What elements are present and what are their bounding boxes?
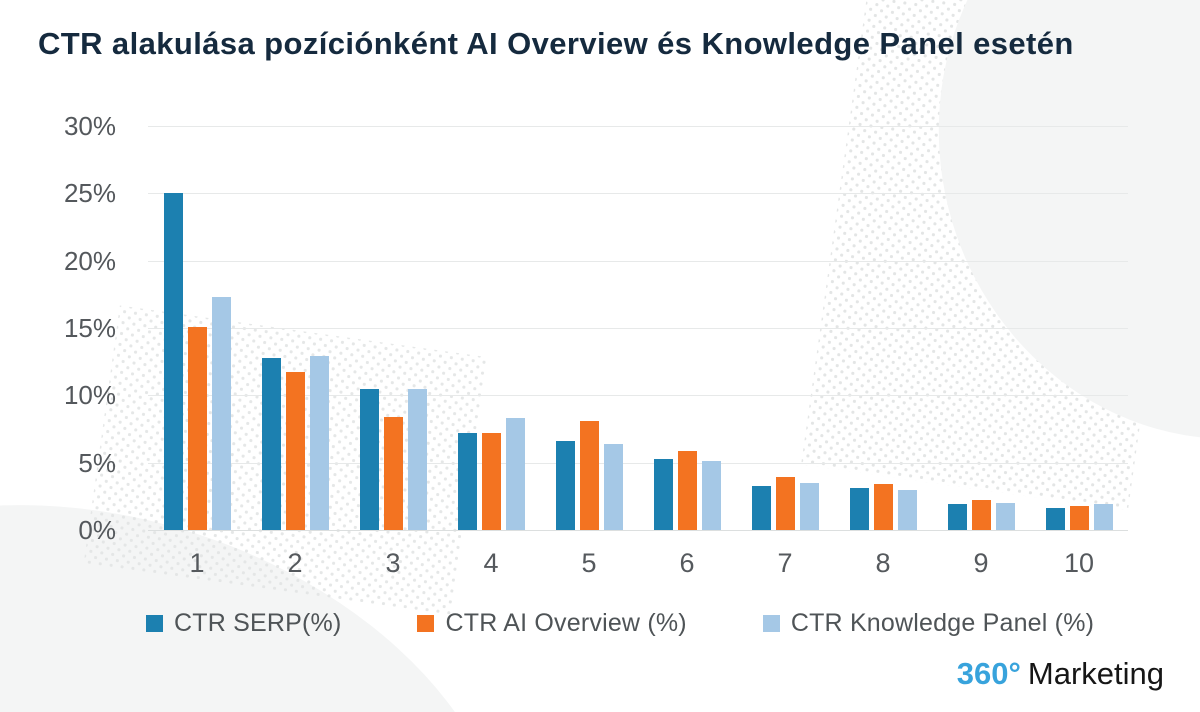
bar-ctr-serp-pos-3 bbox=[359, 388, 379, 530]
chart-legend: CTR SERP(%) CTR AI Overview (%) CTR Knowle… bbox=[146, 609, 1094, 638]
y-axis-tick-label-15: 15% bbox=[63, 313, 116, 343]
x-axis-tick-label-5: 5 bbox=[581, 548, 597, 578]
legend-label: CTR Knowledge Panel (%) bbox=[790, 609, 1095, 637]
bar-group-position-9 bbox=[932, 500, 1030, 530]
bar-ctr-knowledge-panel-pos-4 bbox=[505, 418, 525, 530]
brand-logo: 360° Marketing bbox=[957, 656, 1164, 692]
brand-logo-marketing: Marketing bbox=[1027, 656, 1164, 691]
gridline-25 bbox=[148, 193, 1128, 195]
gridline-10 bbox=[148, 395, 1128, 397]
bar-group-position-8 bbox=[834, 484, 932, 530]
bar-ctr-ai-overview-pos-3 bbox=[383, 416, 403, 530]
bar-ctr-knowledge-panel-pos-9 bbox=[995, 503, 1015, 530]
bar-ctr-ai-overview-pos-2 bbox=[285, 372, 305, 530]
bar-ctr-ai-overview-pos-6 bbox=[677, 450, 697, 530]
bar-group-position-5 bbox=[540, 420, 638, 530]
legend-item-ctr-knowledge-panel: CTR Knowledge Panel (%) bbox=[762, 609, 1095, 638]
x-axis-tick-label-1: 1 bbox=[189, 548, 205, 578]
legend-swatch-icon bbox=[417, 615, 435, 632]
bar-group-position-10 bbox=[1030, 504, 1128, 530]
brand-logo-360: 360° bbox=[956, 656, 1021, 691]
bar-ctr-knowledge-panel-pos-7 bbox=[799, 482, 819, 530]
gridline-0 bbox=[148, 530, 1128, 531]
gridline-20 bbox=[148, 260, 1128, 262]
bar-group-position-3 bbox=[344, 388, 442, 530]
bar-ctr-knowledge-panel-pos-8 bbox=[897, 489, 917, 530]
bar-ctr-knowledge-panel-pos-2 bbox=[309, 356, 329, 530]
x-axis-tick-label-2: 2 bbox=[287, 548, 303, 578]
bar-ctr-serp-pos-2 bbox=[261, 357, 281, 530]
x-axis-tick-label-8: 8 bbox=[875, 548, 891, 578]
bar-ctr-ai-overview-pos-5 bbox=[579, 420, 599, 530]
y-axis-tick-label-10: 10% bbox=[63, 380, 116, 411]
x-axis-tick-label-3: 3 bbox=[385, 548, 401, 578]
bar-group-position-6 bbox=[638, 450, 736, 530]
bar-ctr-serp-pos-8 bbox=[849, 488, 869, 530]
bar-ctr-serp-pos-10 bbox=[1045, 508, 1065, 530]
bar-ctr-ai-overview-pos-4 bbox=[481, 433, 501, 530]
bar-ctr-knowledge-panel-pos-6 bbox=[701, 461, 721, 530]
bar-group-position-4 bbox=[442, 418, 540, 530]
bar-ctr-serp-pos-4 bbox=[457, 433, 477, 530]
bar-ctr-ai-overview-pos-8 bbox=[873, 484, 893, 530]
y-axis-tick-label-0: 0% bbox=[78, 515, 116, 545]
bar-ctr-ai-overview-pos-7 bbox=[775, 477, 795, 530]
chart-title: CTR alakulása pozíciónként AI Overview é… bbox=[38, 26, 1074, 61]
bar-ctr-ai-overview-pos-9 bbox=[971, 500, 991, 530]
legend-label: CTR SERP(%) bbox=[174, 609, 342, 637]
x-axis-tick-label-9: 9 bbox=[973, 548, 989, 578]
x-axis-tick-label-4: 4 bbox=[483, 548, 499, 578]
x-axis-tick-label-7: 7 bbox=[777, 548, 793, 578]
bar-ctr-ai-overview-pos-10 bbox=[1069, 505, 1089, 530]
bar-ctr-ai-overview-pos-1 bbox=[187, 326, 207, 530]
y-axis-tick-label-25: 25% bbox=[63, 178, 116, 209]
bar-ctr-knowledge-panel-pos-3 bbox=[407, 388, 427, 530]
legend-label: CTR AI Overview (%) bbox=[445, 609, 687, 637]
bar-ctr-serp-pos-5 bbox=[555, 441, 575, 530]
bar-ctr-serp-pos-6 bbox=[653, 458, 673, 530]
bar-ctr-serp-pos-1 bbox=[163, 193, 183, 530]
bar-group-position-1 bbox=[148, 193, 246, 530]
legend-swatch-icon bbox=[146, 615, 163, 632]
bar-chart-plot-area bbox=[148, 126, 1128, 531]
bar-ctr-knowledge-panel-pos-1 bbox=[211, 297, 231, 530]
gridline-5 bbox=[148, 462, 1128, 464]
x-axis-tick-label-6: 6 bbox=[679, 548, 695, 578]
legend-item-ctr-ai-overview: CTR AI Overview (%) bbox=[417, 609, 687, 638]
y-axis-tick-label-5: 5% bbox=[78, 447, 116, 478]
legend-item-ctr-serp: CTR SERP(%) bbox=[146, 609, 341, 638]
bar-group-position-7 bbox=[736, 477, 834, 530]
bar-group-position-2 bbox=[246, 356, 344, 530]
y-axis-tick-label-20: 20% bbox=[63, 245, 116, 276]
bar-ctr-serp-pos-7 bbox=[751, 485, 771, 530]
legend-swatch-icon bbox=[762, 615, 780, 632]
bar-ctr-serp-pos-9 bbox=[947, 504, 967, 530]
gridline-15 bbox=[148, 328, 1128, 329]
y-axis-tick-label-30: 30% bbox=[63, 111, 116, 141]
x-axis-tick-label-10: 10 bbox=[1063, 548, 1095, 578]
bar-ctr-knowledge-panel-pos-5 bbox=[603, 443, 623, 530]
gridline-30 bbox=[148, 126, 1128, 127]
bar-ctr-knowledge-panel-pos-10 bbox=[1093, 504, 1113, 530]
